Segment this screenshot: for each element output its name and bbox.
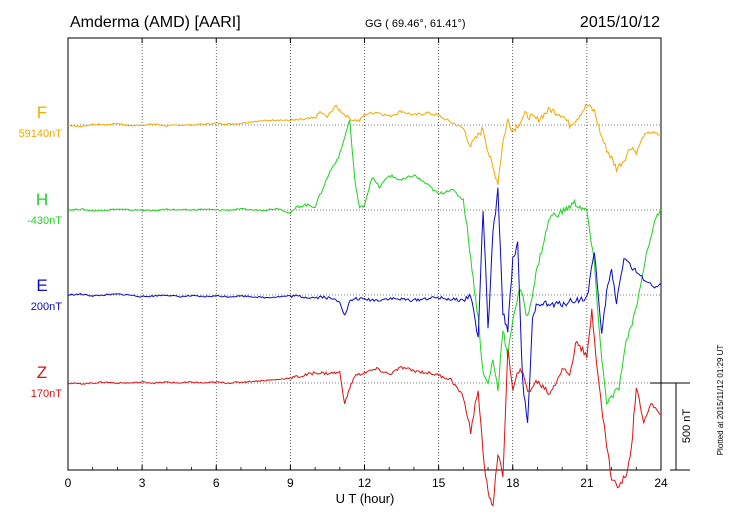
x-axis-ticks <box>67 38 662 470</box>
series-baseline-Z: 170nT <box>31 388 62 400</box>
series-name-F: F <box>37 103 47 122</box>
series-labels: F 59140nT H -430nT E 200nT Z 170nT <box>19 103 63 400</box>
vertical-grid <box>141 38 588 470</box>
series-baseline-F: 59140nT <box>19 128 63 140</box>
scale-bar-label: 500 nT <box>681 409 693 444</box>
station-coords: GG ( 69.46°, 61.41°) <box>365 18 466 30</box>
series-line-E <box>67 187 662 423</box>
series-line-H <box>67 119 662 405</box>
series-lines <box>67 103 662 507</box>
series-baseline-E: 200nT <box>31 301 62 313</box>
x-tick-label: 0 <box>65 476 72 490</box>
plotted-note: Plotted at 2015/11/12 01:29 UT <box>716 345 725 456</box>
x-axis-tick-labels: 0 3 6 9 12 15 18 21 24 <box>65 476 668 490</box>
x-tick-label: 15 <box>432 476 446 490</box>
x-tick-label: 6 <box>213 476 220 490</box>
x-tick-label: 18 <box>506 476 520 490</box>
series-line-Z <box>68 308 662 507</box>
x-axis-label: U T (hour) <box>336 491 395 506</box>
series-name-Z: Z <box>37 363 47 382</box>
x-tick-label: 21 <box>580 476 594 490</box>
series-name-E: E <box>36 276 47 295</box>
x-tick-label: 3 <box>139 476 146 490</box>
x-tick-label: 24 <box>654 476 668 490</box>
chart-date: 2015/10/12 <box>580 14 660 31</box>
x-tick-label: 9 <box>287 476 294 490</box>
series-line-F <box>67 103 662 185</box>
scale-bar <box>650 382 690 471</box>
series-name-H: H <box>36 190 48 209</box>
station-title: Amderma (AMD) [AARI] <box>70 14 241 31</box>
series-baseline-H: -430nT <box>27 215 62 227</box>
x-tick-label: 12 <box>358 476 372 490</box>
